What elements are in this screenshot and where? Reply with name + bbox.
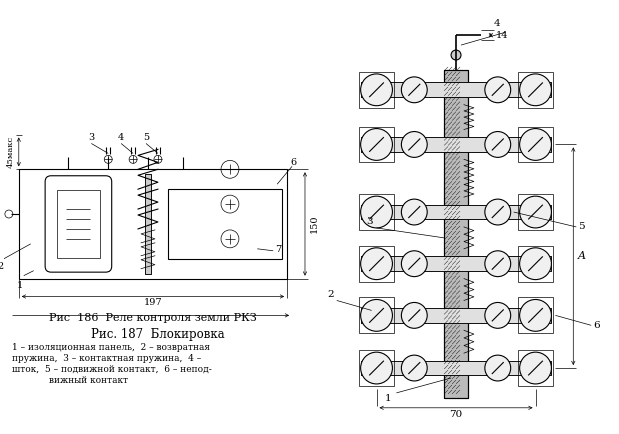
Text: 6: 6 [593,321,600,330]
Circle shape [485,132,511,158]
Text: 70: 70 [449,410,462,419]
Bar [361,308,552,323]
Circle shape [519,196,552,228]
Circle shape [485,199,511,225]
Bar [517,72,553,108]
Bar [358,194,394,230]
Bar [361,137,552,152]
Text: вижный контакт: вижный контакт [49,376,128,385]
Text: 4: 4 [494,19,500,28]
Bar [361,204,552,220]
Bar [358,297,394,333]
Text: 1 – изоляционная панель,  2 – возвратная: 1 – изоляционная панель, 2 – возвратная [12,343,210,352]
Text: 4: 4 [118,134,124,142]
Circle shape [485,355,511,381]
Text: 197: 197 [144,299,162,307]
Text: 1: 1 [17,281,23,289]
Bar [358,72,394,108]
Text: 150: 150 [310,215,319,233]
Circle shape [361,128,392,160]
Bar [358,246,394,282]
Text: пружина,  3 – контактная пружина,  4 –: пружина, 3 – контактная пружина, 4 – [12,354,201,363]
Text: Рис  186  Реле контроля земли РКЗ: Рис 186 Реле контроля земли РКЗ [49,313,257,323]
Circle shape [485,302,511,328]
Text: 2: 2 [0,262,4,271]
Text: 5: 5 [578,223,585,231]
Circle shape [519,299,552,331]
Circle shape [519,74,552,106]
Circle shape [485,251,511,276]
Bar [57,190,100,258]
Bar [168,189,282,259]
Circle shape [401,251,427,276]
Bar [361,137,552,152]
Circle shape [401,355,427,381]
Text: 45макс: 45макс [7,136,15,168]
Circle shape [519,128,552,160]
Bar [444,70,468,398]
Circle shape [361,74,392,106]
Text: 3: 3 [89,134,95,142]
Bar [444,70,468,398]
Bar [361,361,552,375]
Circle shape [401,302,427,328]
Text: A: A [578,251,586,261]
Text: 2: 2 [327,290,334,299]
Circle shape [401,199,427,225]
Text: 5: 5 [143,134,149,142]
Circle shape [361,248,392,279]
Bar [361,256,552,271]
Text: 3: 3 [366,217,373,226]
Circle shape [519,352,552,384]
Circle shape [361,196,392,228]
Bar [361,308,552,323]
Bar [517,127,553,162]
Bar [361,82,552,97]
Circle shape [519,248,552,279]
Text: 1: 1 [385,394,391,403]
Bar [517,297,553,333]
Text: шток,  5 – подвижной контакт,  6 – непод-: шток, 5 – подвижной контакт, 6 – непод- [12,365,212,374]
Bar [361,361,552,375]
Circle shape [485,77,511,103]
Circle shape [361,352,392,384]
Text: 7: 7 [275,245,282,254]
Circle shape [401,77,427,103]
Bar [517,194,553,230]
Circle shape [451,50,461,60]
Bar [361,204,552,220]
Text: Рис. 187  Блокировка: Рис. 187 Блокировка [91,328,225,341]
Bar [361,256,552,271]
Bar [145,174,151,274]
Text: 14: 14 [496,31,508,39]
Bar [145,174,151,274]
Bar [19,169,287,279]
Bar [358,127,394,162]
Bar [517,246,553,282]
Bar [517,350,553,386]
Circle shape [361,299,392,331]
Text: 6: 6 [290,158,297,168]
Bar [361,82,552,97]
Bar [358,350,394,386]
Circle shape [401,132,427,158]
